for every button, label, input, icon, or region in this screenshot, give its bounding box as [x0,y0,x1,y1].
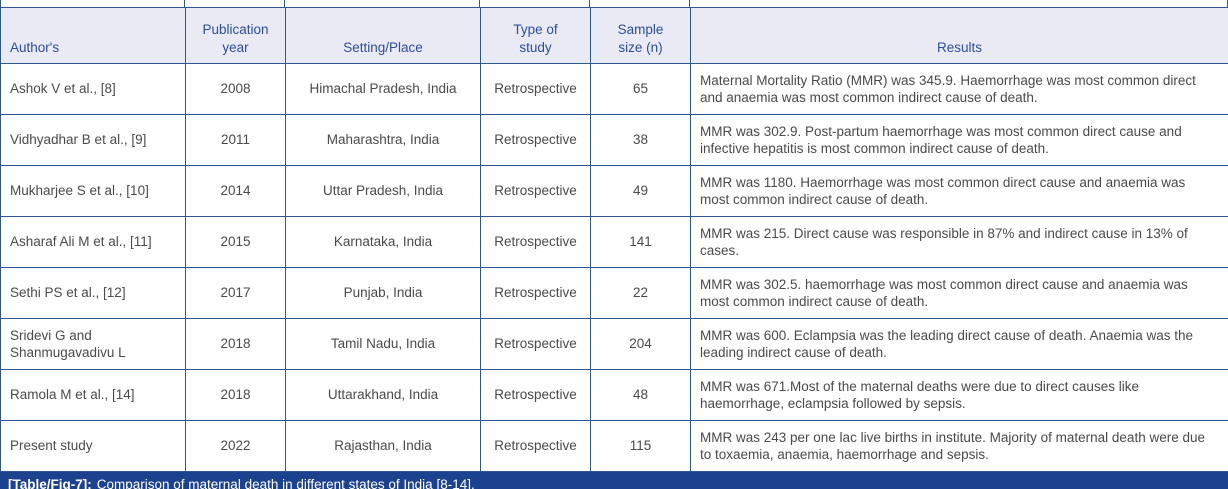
cell-type: Retrospective [480,267,591,319]
cell-year: 2015 [185,216,286,268]
cell-sample: 141 [590,216,691,268]
table-row: Ashok V et al., [8] 2008 Himachal Prades… [0,63,1228,115]
cell-year: 2017 [185,267,286,319]
cell-results: MMR was 1180. Haemorrhage was most commo… [690,165,1228,217]
cropped-row-edge [0,0,1228,7]
column-border-line [284,0,285,7]
cell-author: Ramola M et al., [14] [0,369,186,421]
table-row: Ramola M et al., [14] 2018 Uttarakhand, … [0,369,1228,421]
comparison-table: Author's Publication year Setting/Place … [0,7,1228,472]
cell-sample: 49 [590,165,691,217]
cell-sample: 115 [590,420,691,472]
cell-author: Sethi PS et al., [12] [0,267,186,319]
cell-type: Retrospective [480,114,591,166]
cell-results: Maternal Mortality Ratio (MMR) was 345.9… [690,63,1228,115]
table-caption: [Table/Fig-7]: Comparison of maternal dea… [0,472,1228,489]
cell-type: Retrospective [480,420,591,472]
cell-setting: Uttarakhand, India [285,369,481,421]
table-row: Sethi PS et al., [12] 2017 Punjab, India… [0,267,1228,319]
cell-results: MMR was 671.Most of the maternal deaths … [690,369,1228,421]
cell-year: 2022 [185,420,286,472]
header-row: Author's Publication year Setting/Place … [0,7,1228,64]
cell-author: Ashok V et al., [8] [0,63,186,115]
cell-results: MMR was 215. Direct cause was responsibl… [690,216,1228,268]
cell-author: Vidhyadhar B et al., [9] [0,114,186,166]
cell-year: 2008 [185,63,286,115]
cell-sample: 48 [590,369,691,421]
cell-year: 2018 [185,369,286,421]
cell-author: Asharaf Ali M et al., [11] [0,216,186,268]
cell-setting: Tamil Nadu, India [285,318,481,370]
cell-setting: Himachal Pradesh, India [285,63,481,115]
column-border-line [689,0,690,7]
col-header-type-of-study: Type of study [480,7,591,64]
cell-setting: Punjab, India [285,267,481,319]
cell-author: Mukharjee S et al., [10] [0,165,186,217]
table-row: Sridevi G and Shanmugavadivu L 2018 Tami… [0,318,1228,370]
cell-results: MMR was 302.5. haemorrhage was most comm… [690,267,1228,319]
cell-sample: 204 [590,318,691,370]
col-header-authors: Author's [0,7,186,64]
cell-year: 2014 [185,165,286,217]
cell-results: MMR was 600. Eclampsia was the leading d… [690,318,1228,370]
cell-setting: Uttar Pradesh, India [285,165,481,217]
col-header-setting-place: Setting/Place [285,7,481,64]
cell-results: MMR was 243 per one lac live births in i… [690,420,1228,472]
column-border-line [589,0,590,7]
col-header-publication-year: Publication year [185,7,286,64]
column-border-line [184,0,185,7]
cell-type: Retrospective [480,318,591,370]
column-border-line [0,0,1,7]
cell-setting: Karnataka, India [285,216,481,268]
cell-author: Present study [0,420,186,472]
caption-label: [Table/Fig-7]: [8,477,92,489]
cell-sample: 65 [590,63,691,115]
col-header-sample-size: Sample size (n) [590,7,691,64]
cell-author: Sridevi G and Shanmugavadivu L [0,318,186,370]
cell-year: 2011 [185,114,286,166]
cell-type: Retrospective [480,63,591,115]
cell-sample: 38 [590,114,691,166]
cell-year: 2018 [185,318,286,370]
cell-type: Retrospective [480,369,591,421]
table-row: Vidhyadhar B et al., [9] 2011 Maharashtr… [0,114,1228,166]
cell-setting: Maharashtra, India [285,114,481,166]
cell-results: MMR was 302.9. Post-partum haemorrhage w… [690,114,1228,166]
table-row: Present study 2022 Rajasthan, India Retr… [0,420,1228,472]
table-row: Asharaf Ali M et al., [11] 2015 Karnatak… [0,216,1228,268]
col-header-results: Results [690,7,1228,64]
column-border-line [479,0,480,7]
cell-setting: Rajasthan, India [285,420,481,472]
caption-text: Comparison of maternal death in differen… [96,477,475,489]
cell-type: Retrospective [480,216,591,268]
cell-sample: 22 [590,267,691,319]
cell-type: Retrospective [480,165,591,217]
table-row: Mukharjee S et al., [10] 2014 Uttar Prad… [0,165,1228,217]
